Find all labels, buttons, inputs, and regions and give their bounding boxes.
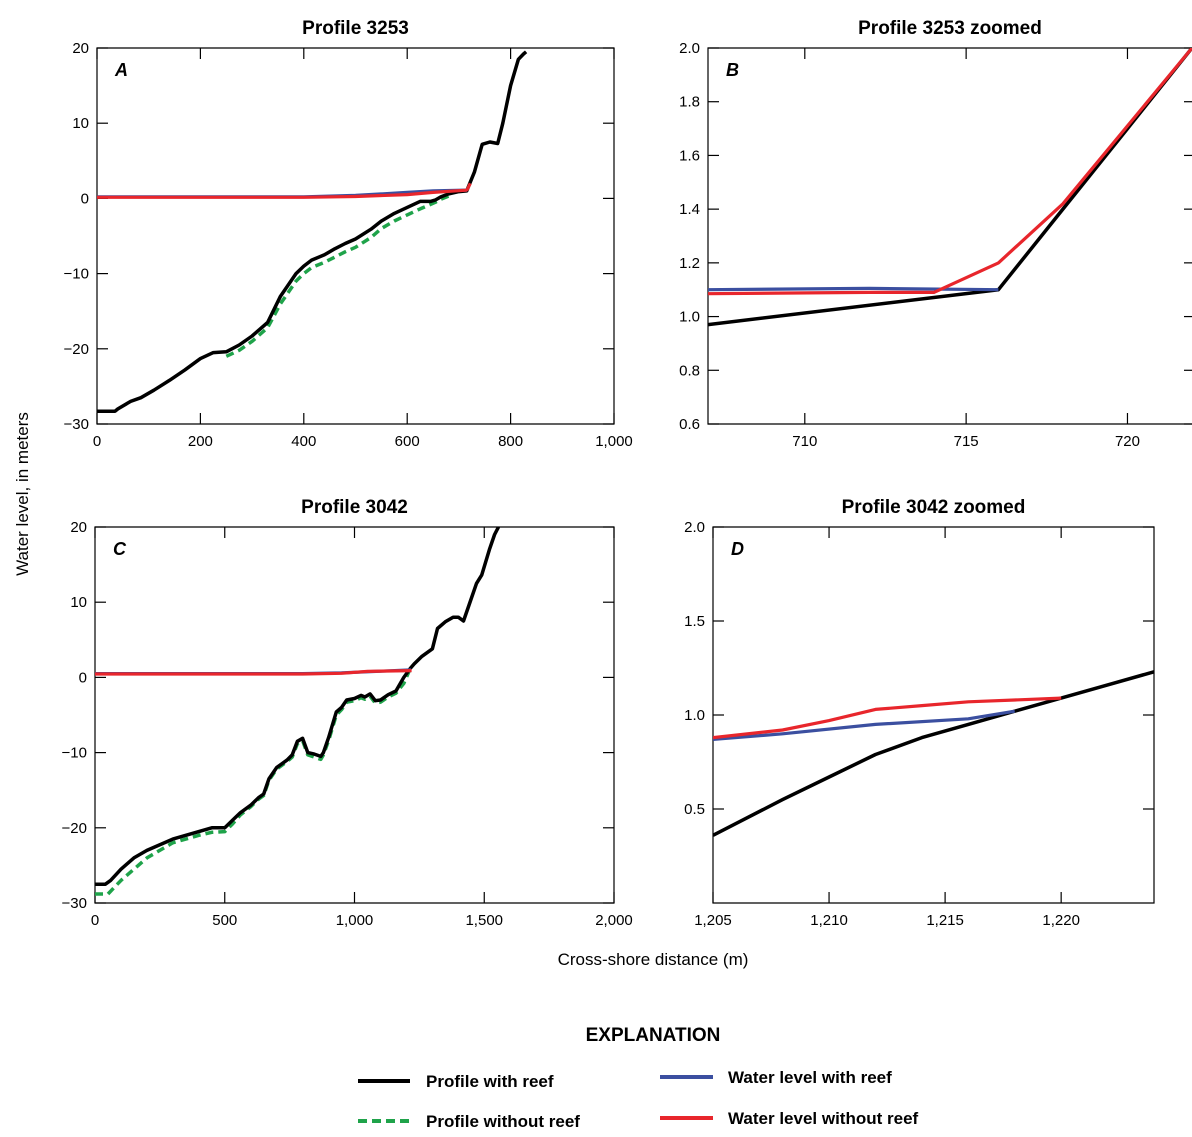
legend-item-profile-without-reef: Profile without reef bbox=[426, 1112, 580, 1131]
panel-b-ytick-label: 2.0 bbox=[679, 40, 700, 57]
panel-d-ytick-label: 0.5 bbox=[684, 801, 705, 818]
panel-c-ytick-label: −30 bbox=[62, 895, 87, 912]
panel-a-title: Profile 3253 bbox=[302, 18, 409, 39]
panel-a-ytick-label: −10 bbox=[64, 266, 89, 283]
panel-d-xtick-label: 1,220 bbox=[1042, 912, 1080, 929]
panel-c-series-profile-without-reef bbox=[95, 670, 411, 896]
x-axis-label: Cross-shore distance (m) bbox=[558, 950, 749, 969]
panel-a-series-profile-without-reef bbox=[225, 194, 450, 358]
panel-c-xtick-label: 1,000 bbox=[336, 912, 374, 929]
panel-a-ytick-label: −30 bbox=[64, 416, 89, 433]
panel-b-plot-area bbox=[708, 48, 1192, 327]
panel-b-frame bbox=[707, 47, 1192, 425]
panel-a-series-water-level-without-reef bbox=[97, 182, 472, 199]
panel-b-ytick-label: 0.6 bbox=[679, 416, 700, 433]
legend-item-water-level-with-reef: Water level with reef bbox=[728, 1068, 892, 1087]
panel-d-letter: D bbox=[731, 539, 744, 559]
legend-title: EXPLANATION bbox=[586, 1025, 721, 1046]
panel-a-ytick-label: −20 bbox=[64, 341, 89, 358]
panel-a-xtick-label: 0 bbox=[93, 433, 101, 450]
panel-b-xtick-label: 710 bbox=[792, 433, 817, 450]
panel-c-ytick-label: −10 bbox=[62, 745, 87, 762]
panel-d-xtick-label: 1,205 bbox=[694, 912, 732, 929]
panel-d-ytick-label: 1.5 bbox=[684, 613, 705, 630]
panel-c-ytick-label: 20 bbox=[70, 519, 87, 536]
panel-c-series-profile-with-reef bbox=[95, 527, 501, 886]
panel-a-letter: A bbox=[114, 60, 128, 80]
panel-a-ytick-label: 20 bbox=[72, 40, 89, 57]
panel-a-ytick-label: 0 bbox=[81, 190, 89, 207]
panel-a-series-profile-with-reef bbox=[97, 50, 528, 413]
panel-a-xtick-label: 600 bbox=[395, 433, 420, 450]
panel-b-letter: B bbox=[726, 60, 739, 80]
panel-c-plot-area bbox=[95, 527, 501, 896]
panel-b-ytick-label: 1.2 bbox=[679, 255, 700, 272]
panel-d-ytick-label: 2.0 bbox=[684, 519, 705, 536]
panel-c-xtick-label: 1,500 bbox=[465, 912, 503, 929]
panel-c-letter: C bbox=[113, 539, 127, 559]
legend-item-water-level-without-reef: Water level without reef bbox=[728, 1109, 919, 1128]
legend-item-profile-with-reef: Profile with reef bbox=[426, 1072, 554, 1091]
panel-b-series-profile-with-reef bbox=[708, 48, 1192, 327]
panel-d-series-water-level-without-reef bbox=[713, 696, 1062, 740]
panel-d-series-water-level-with-reef bbox=[713, 709, 1015, 741]
panel-d-frame bbox=[712, 526, 1155, 904]
panel-c-frame bbox=[94, 526, 615, 904]
panel-a-ytick-label: 10 bbox=[72, 115, 89, 132]
panel-d-series-profile-with-reef bbox=[713, 670, 1154, 837]
panel-c-xtick-label: 500 bbox=[212, 912, 237, 929]
panel-b-ytick-label: 1.8 bbox=[679, 94, 700, 111]
panel-a-xtick-label: 800 bbox=[498, 433, 523, 450]
panel-a-plot-area bbox=[97, 50, 528, 413]
panel-b-title: Profile 3253 zoomed bbox=[858, 18, 1042, 39]
panel-c-ytick-label: 10 bbox=[70, 594, 87, 611]
panel-c-title: Profile 3042 bbox=[301, 497, 408, 518]
panel-c-xtick-label: 0 bbox=[91, 912, 99, 929]
y-axis-label: Water level, in meters bbox=[13, 412, 32, 576]
panel-a-frame bbox=[96, 47, 615, 425]
panel-c-ytick-label: 0 bbox=[79, 669, 87, 686]
panel-c: Profile 3042 C 0 500 1,000 1,500 2,000 −30 −20 −1… bbox=[62, 497, 633, 929]
panel-b-ytick-label: 1.4 bbox=[679, 201, 700, 218]
panel-d-title: Profile 3042 zoomed bbox=[842, 497, 1026, 518]
panel-a-xtick-label: 400 bbox=[291, 433, 316, 450]
panel-c-xtick-label: 2,000 bbox=[595, 912, 633, 929]
panel-d-xtick-label: 1,215 bbox=[926, 912, 964, 929]
panel-d: Profile 3042 zoomed D 1,205 1,210 1,215 1,220… bbox=[684, 497, 1155, 929]
panel-b: Profile 3253 zoomed B 710 715 720 0.6 0.8 1.0 1.… bbox=[679, 18, 1192, 450]
panel-a-xtick-label: 1,000 bbox=[595, 433, 633, 450]
panel-b-ytick-label: 1.0 bbox=[679, 309, 700, 326]
panel-b-series-water-level-with-reef bbox=[708, 286, 999, 292]
panel-d-xtick-label: 1,210 bbox=[810, 912, 848, 929]
panel-a-xtick-label: 200 bbox=[188, 433, 213, 450]
panel-b-xtick-label: 715 bbox=[954, 433, 979, 450]
panel-b-xtick-label: 720 bbox=[1115, 433, 1140, 450]
panel-b-ytick-label: 0.8 bbox=[679, 362, 700, 379]
panel-b-ytick-label: 1.6 bbox=[679, 147, 700, 164]
panel-b-series-water-level-without-reef bbox=[708, 48, 1192, 296]
panel-c-ytick-label: −20 bbox=[62, 820, 87, 837]
legend: EXPLANATION Profile with reef Profile wi… bbox=[358, 1025, 919, 1131]
panel-d-ytick-label: 1.0 bbox=[684, 707, 705, 724]
panel-c-series-water-level-without-reef bbox=[95, 669, 412, 676]
panel-d-plot-area bbox=[713, 670, 1154, 837]
